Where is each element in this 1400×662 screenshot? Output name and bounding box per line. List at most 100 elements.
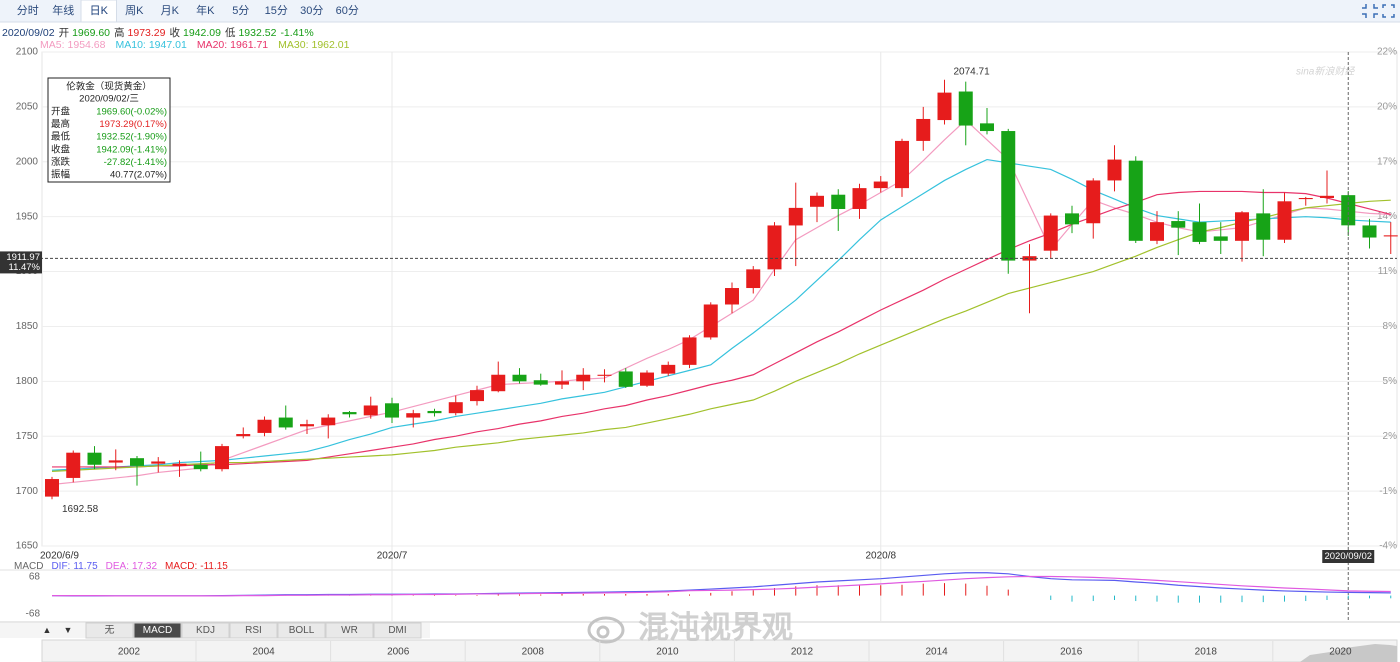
- tab[interactable]: 月K: [161, 5, 180, 17]
- indicator-tab[interactable]: 无: [105, 625, 115, 636]
- tab[interactable]: 60分: [336, 4, 359, 17]
- tab[interactable]: 年线: [52, 3, 74, 17]
- indicator-tab-bg[interactable]: [325, 622, 374, 639]
- y2-tick-label: 5%: [1383, 376, 1398, 387]
- candle-body: [236, 434, 251, 437]
- candle-body: [1341, 195, 1356, 226]
- candle-body: [172, 463, 187, 466]
- candle-body: [45, 479, 59, 497]
- candle-body: [895, 140, 909, 189]
- indicator-tab[interactable]: RSI: [245, 625, 262, 636]
- crosshair-change: 11.47%: [8, 262, 40, 273]
- candle-body: [1320, 195, 1334, 199]
- candle-body: [618, 371, 633, 387]
- max-label: 2074.71: [954, 66, 991, 77]
- navigator-window[interactable]: [1300, 644, 1397, 662]
- legend-value: 1947.01: [149, 39, 187, 51]
- ma-line: [52, 190, 1391, 468]
- tab[interactable]: 5分: [232, 4, 249, 17]
- tooltip-value: -27.82(-1.41%): [104, 157, 167, 168]
- indicator-tab-bg[interactable]: [181, 622, 230, 639]
- candle-body: [703, 304, 718, 338]
- indicator-tab[interactable]: BOLL: [289, 625, 315, 636]
- fullscreen-icon[interactable]: [1362, 4, 1395, 18]
- navigator-year: 2012: [791, 647, 814, 658]
- y-tick-label: 1750: [16, 431, 39, 442]
- y2-tick-label: -1%: [1379, 486, 1397, 497]
- indicator-tab[interactable]: DMI: [388, 625, 406, 636]
- y-tick-label: 1950: [16, 211, 39, 222]
- plot-frame: [41, 51, 1398, 547]
- scroll-up[interactable]: ▲: [43, 625, 52, 635]
- candle-body: [427, 410, 442, 414]
- tab[interactable]: 日K: [90, 5, 109, 17]
- legend-name: MA10:: [115, 39, 145, 51]
- y-tick-label: -68: [26, 609, 41, 620]
- y2-tick-label: 17%: [1377, 156, 1397, 167]
- navigator-year: 2014: [925, 647, 948, 658]
- tooltip-date: 2020/09/02/三: [79, 94, 139, 105]
- y2-tick-label: 14%: [1377, 211, 1397, 222]
- tab-active-bg[interactable]: [80, 0, 117, 23]
- tooltip-label: 涨跌: [51, 156, 71, 168]
- indicator-tab-bg[interactable]: [133, 622, 182, 639]
- navigator-year: 2008: [522, 647, 545, 658]
- tooltip-value: 1969.60(-0.02%): [96, 107, 167, 118]
- navigator-year: 2004: [252, 647, 275, 658]
- tooltip-value: 40.77(2.07%): [110, 170, 167, 181]
- candle-body: [1171, 221, 1186, 228]
- indicator-tab[interactable]: WR: [341, 625, 358, 636]
- indicator-tab-bg[interactable]: [85, 622, 134, 639]
- tooltip-label: 最低: [51, 131, 71, 143]
- y-tick-label: 2000: [16, 156, 39, 167]
- candle-body: [1065, 213, 1079, 225]
- indicator-tab[interactable]: MACD: [143, 625, 172, 636]
- candle-body: [1383, 235, 1398, 237]
- navigator-year: 2018: [1195, 647, 1218, 658]
- candle-body: [873, 181, 888, 189]
- logo: sina新浪财经: [1296, 66, 1355, 78]
- tab[interactable]: 15分: [265, 4, 288, 17]
- candle-body: [491, 374, 506, 392]
- candle-body: [831, 194, 846, 209]
- candle-body: [958, 91, 973, 126]
- tab[interactable]: 分时: [17, 4, 39, 17]
- y2-tick-label: 22%: [1377, 47, 1397, 58]
- y2-tick-label: 8%: [1383, 321, 1398, 332]
- x-tick-label: 2020/8: [865, 551, 896, 562]
- navigator-year: 2006: [387, 647, 410, 658]
- candle-body: [300, 424, 314, 427]
- indicator-tab-bg[interactable]: [229, 622, 278, 639]
- candle-body: [1107, 159, 1122, 181]
- x-tick-label: 2020/6/9: [40, 551, 79, 562]
- candle-body: [321, 417, 336, 426]
- indicator-tab-bg[interactable]: [373, 622, 422, 639]
- legend-name: MA30:: [278, 39, 308, 51]
- ma-line: [51, 199, 1391, 472]
- candle-body: [215, 446, 229, 470]
- icon-shrink[interactable]: [1362, 4, 1378, 18]
- indicator-tab[interactable]: KDJ: [196, 625, 215, 636]
- candle-body: [108, 460, 123, 463]
- info-value: 1932.52: [238, 27, 276, 39]
- tab[interactable]: 30分: [300, 4, 323, 17]
- macd-line: [52, 575, 1391, 597]
- y2-tick-label: -4%: [1379, 541, 1397, 552]
- tab[interactable]: 周K: [125, 4, 144, 17]
- candle-body: [470, 390, 484, 402]
- y-tick-label: 1700: [16, 486, 39, 497]
- legend-name: MACD:: [165, 561, 197, 572]
- legend-value: 17.32: [132, 561, 157, 572]
- y-tick-label: 68: [29, 572, 41, 583]
- indicator-tab-bg[interactable]: [277, 622, 326, 639]
- candle-body: [66, 452, 81, 478]
- candle-body: [130, 458, 144, 466]
- scroll-down[interactable]: ▼: [64, 625, 73, 635]
- icon-expand[interactable]: [1382, 4, 1395, 18]
- macd-title: MACD: [14, 561, 43, 572]
- navigator-year: 2016: [1060, 647, 1083, 658]
- info-label: 收: [170, 26, 181, 39]
- tab[interactable]: 年K: [196, 3, 215, 17]
- legend-name: DEA:: [106, 561, 129, 572]
